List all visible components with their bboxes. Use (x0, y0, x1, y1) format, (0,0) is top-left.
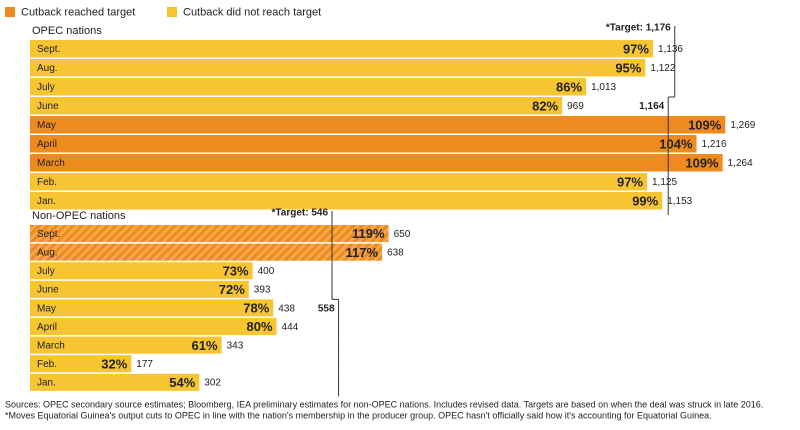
category-label: Feb. (37, 177, 57, 188)
value-label: 1,153 (667, 196, 692, 207)
value-label: 1,122 (650, 63, 675, 74)
percent-label: 119% (352, 226, 385, 241)
percent-label: 117% (346, 245, 379, 260)
percent-label: 104% (659, 136, 693, 151)
bar (30, 173, 647, 191)
bar (30, 262, 253, 280)
bar (30, 154, 723, 172)
bar (30, 299, 274, 317)
bar (30, 318, 277, 336)
value-label: 177 (136, 359, 153, 370)
bar (30, 336, 222, 354)
percent-label: 61% (192, 338, 218, 353)
bar (30, 116, 726, 134)
value-label: 1,216 (702, 139, 727, 150)
percent-label: 109% (685, 155, 719, 170)
percent-label: 32% (101, 356, 127, 371)
category-label: May (37, 303, 56, 314)
category-label: June (37, 285, 59, 296)
panel-title: OPEC nations (32, 25, 102, 37)
category-label: Feb. (37, 359, 57, 370)
legend-label: Cutback reached target (21, 6, 135, 18)
category-label: July (37, 266, 55, 277)
percent-label: 99% (632, 193, 658, 208)
target-label: *Target: 1,176 (606, 23, 671, 34)
percent-label: 73% (223, 263, 249, 278)
category-label: June (37, 101, 59, 112)
bar (30, 135, 697, 153)
value-label: 1,269 (730, 120, 755, 131)
bar (30, 243, 383, 261)
category-label: Aug. (37, 63, 58, 74)
category-label: April (37, 322, 57, 333)
percent-label: 72% (219, 282, 245, 297)
bar (30, 97, 563, 115)
bar (30, 225, 389, 243)
value-label: 1,264 (728, 158, 753, 169)
percent-label: 54% (169, 375, 195, 390)
value-label: 400 (258, 266, 275, 277)
category-label: April (37, 139, 57, 150)
legend-label: Cutback did not reach target (183, 6, 321, 18)
percent-label: 97% (623, 41, 649, 56)
bar (30, 192, 663, 210)
bar (30, 355, 132, 373)
value-label: 638 (387, 248, 404, 259)
category-label: July (37, 82, 55, 93)
target-label: 558 (318, 303, 335, 314)
category-label: May (37, 120, 56, 131)
category-label: March (37, 341, 65, 352)
percent-label: 86% (556, 79, 582, 94)
value-label: 650 (394, 229, 411, 240)
category-label: March (37, 158, 65, 169)
percent-label: 78% (243, 301, 269, 316)
percent-label: 97% (617, 174, 643, 189)
percent-label: 95% (615, 60, 641, 75)
value-label: 302 (204, 378, 221, 389)
percent-label: 80% (247, 319, 273, 334)
percent-label: 82% (532, 98, 558, 113)
target-label: 1,164 (639, 101, 664, 112)
footnote: *Moves Equatorial Guinea's output cuts t… (5, 410, 712, 420)
panel-title: Non-OPEC nations (32, 210, 126, 222)
bar (30, 59, 646, 77)
bar (30, 373, 200, 391)
legend-swatch (5, 7, 15, 17)
value-label: 1,125 (652, 177, 677, 188)
value-label: 1,013 (591, 82, 616, 93)
category-label: Sept. (37, 44, 60, 55)
value-label: 393 (254, 285, 271, 296)
target-label: *Target: 546 (272, 208, 329, 219)
value-label: 444 (282, 322, 299, 333)
value-label: 343 (227, 341, 244, 352)
bar (30, 40, 653, 58)
legend-swatch (167, 7, 177, 17)
category-label: Jan. (37, 196, 56, 207)
category-label: Jan. (37, 378, 56, 389)
footnote: Sources: OPEC secondary source estimates… (5, 399, 763, 409)
category-label: Sept. (37, 229, 60, 240)
value-label: 969 (567, 101, 584, 112)
percent-label: 109% (688, 117, 722, 132)
value-label: 1,136 (658, 44, 683, 55)
bar (30, 78, 587, 96)
value-label: 438 (278, 303, 295, 314)
bar (30, 280, 249, 298)
category-label: Aug. (37, 248, 58, 259)
